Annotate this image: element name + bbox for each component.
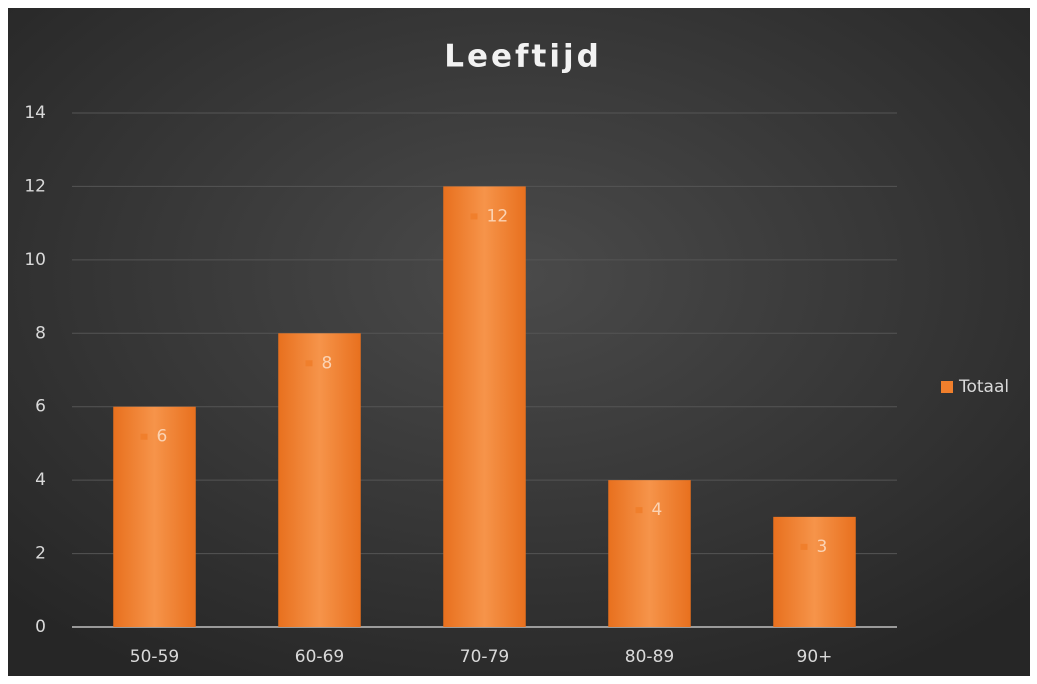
bar [113,406,196,627]
bar [278,333,361,627]
y-tick-label: 8 [35,323,46,343]
data-label-key [635,507,643,514]
x-tick-label: 80-89 [625,647,674,667]
bar [773,516,856,627]
data-label: 8 [322,353,333,373]
legend-label: Totaal [958,377,1009,397]
bar [443,186,526,627]
y-tick-label: 6 [35,397,46,417]
y-tick-label: 0 [35,617,46,637]
data-label: 3 [817,537,828,557]
legend-key [941,381,953,393]
data-label: 12 [487,206,509,226]
y-tick-label: 10 [24,250,46,270]
x-tick-label: 90+ [797,647,833,667]
data-label-key [800,543,808,550]
y-tick-label: 4 [35,470,46,490]
data-label-key [470,213,478,220]
data-label-key [305,360,313,367]
bar [608,480,691,627]
data-label: 6 [157,427,168,447]
data-label-key [140,433,148,440]
data-label: 4 [652,500,663,520]
y-tick-label: 14 [24,103,46,123]
y-tick-label: 12 [24,176,46,196]
y-tick-label: 2 [35,544,46,564]
x-tick-label: 70-79 [460,647,509,667]
x-tick-label: 50-59 [130,647,179,667]
chart-title: Leeftijd [444,39,602,75]
x-tick-label: 60-69 [295,647,344,667]
